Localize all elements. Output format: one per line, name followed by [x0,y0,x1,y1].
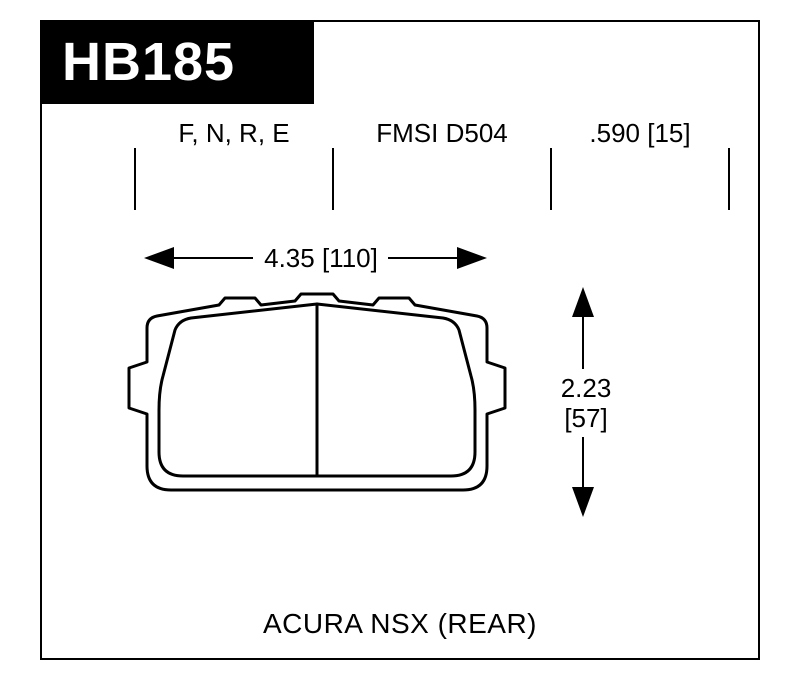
height-value-1: 2.23 [556,373,616,404]
dimension-line [168,257,253,259]
height-value-2: [57] [556,403,616,434]
dimension-line [582,311,584,369]
spec-compounds: F, N, R, E [134,118,334,149]
arrowhead-down-icon [572,487,594,517]
dimension-line [388,257,463,259]
diagram-frame: HB185 F, N, R, E FMSI D504 .590 [15] 4.3… [40,20,760,660]
brake-pad-outline [127,290,507,515]
width-value: 4.35 [110] [256,243,386,274]
dimension-line [582,437,584,493]
header-bar: HB185 [40,20,314,104]
spec-thickness: .590 [15] [550,118,730,149]
spec-divider [728,148,730,210]
spec-divider [332,148,334,210]
part-number: HB185 [62,31,235,93]
spec-fmsi: FMSI D504 [334,118,550,149]
arrowhead-right-icon [457,247,487,269]
spec-divider [550,148,552,210]
spec-divider [134,148,136,210]
spec-row: F, N, R, E FMSI D504 .590 [15] [42,118,758,188]
product-label: ACURA NSX (REAR) [42,608,758,640]
